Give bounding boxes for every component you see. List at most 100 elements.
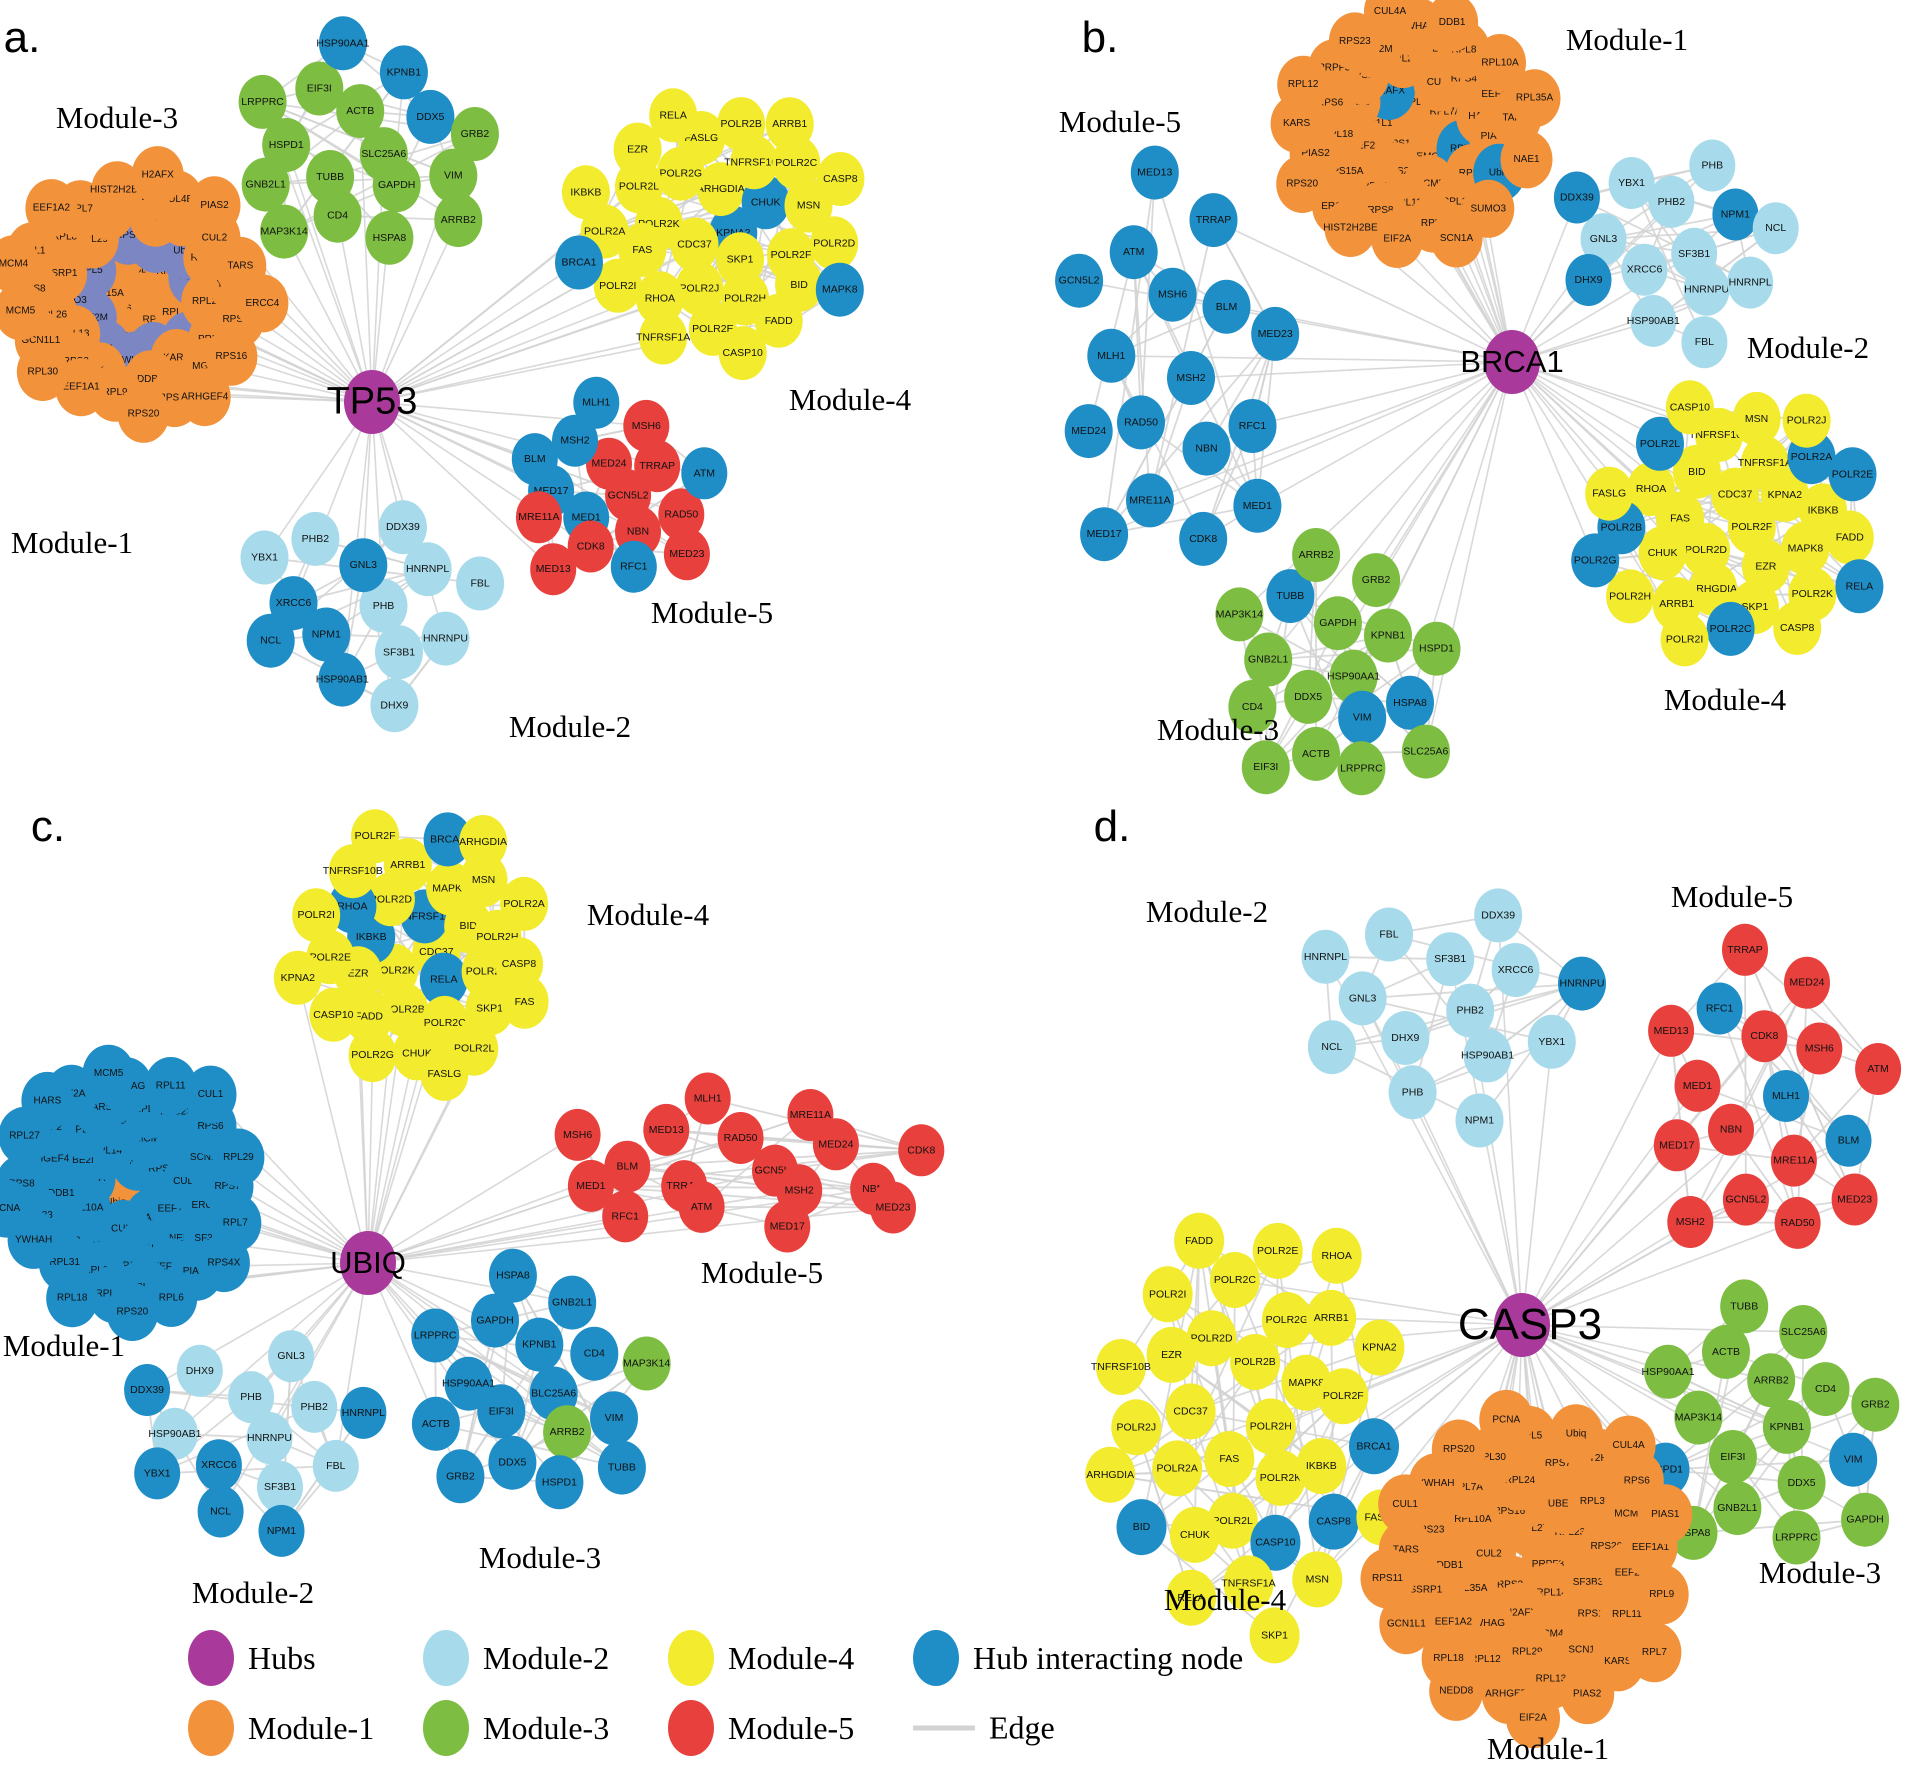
node-RPS20: RPS20 — [117, 384, 170, 443]
svg-text:MCM5: MCM5 — [1614, 1508, 1644, 1519]
svg-text:ARHGEF4: ARHGEF4 — [22, 1154, 70, 1165]
node-RPL18: RPL18 — [46, 1269, 99, 1328]
legend-item-edge: Edge — [913, 1710, 1055, 1747]
svg-text:RPL14: RPL14 — [1402, 97, 1433, 108]
edge-swatch — [913, 1725, 975, 1731]
node-RPL7: RPL7 — [1627, 1622, 1682, 1683]
svg-text:SSRP1: SSRP1 — [1410, 1584, 1443, 1595]
svg-text:UBE2M: UBE2M — [1548, 1499, 1582, 1510]
svg-text:ACTB: ACTB — [346, 105, 374, 117]
svg-text:FASLG: FASLG — [1592, 488, 1626, 500]
node-DDX5: DDX5 — [1777, 1455, 1826, 1510]
svg-text:MSN: MSN — [472, 874, 495, 886]
node-POLR2B: POLR2B — [1230, 1334, 1281, 1390]
node-ERCC4: ERCC4 — [236, 274, 289, 333]
node-MED23: MED23 — [870, 1181, 916, 1234]
svg-text:RPL35A: RPL35A — [1450, 1583, 1488, 1594]
legend-label: Module-4 — [728, 1639, 855, 1676]
node-HSP90AB1: HSP90AB1 — [316, 652, 369, 707]
node-YBX1: YBX1 — [240, 530, 289, 585]
svg-text:SSRP1: SSRP1 — [45, 268, 78, 279]
node-SKP1: SKP1 — [1249, 1607, 1300, 1664]
svg-text:ARRB1: ARRB1 — [390, 859, 425, 871]
svg-text:RPL30: RPL30 — [1475, 1452, 1506, 1463]
node-HARS: HARS — [21, 1071, 74, 1130]
node-GNL3: GNL3 — [1580, 213, 1627, 266]
module-label: Module-2 — [191, 1575, 315, 1610]
node-SLC25A6: SLC25A6 — [1779, 1305, 1828, 1359]
svg-text:KPNB1: KPNB1 — [1371, 630, 1406, 642]
node-MRE11A: MRE11A — [515, 491, 562, 544]
node-HSPA8: HSPA8 — [1386, 675, 1434, 730]
node-LRPPRC: LRPPRC — [1337, 741, 1386, 796]
svg-text:SF3B1: SF3B1 — [1678, 248, 1710, 260]
svg-text:GCN5L2: GCN5L2 — [1725, 1194, 1766, 1206]
svg-text:TARS: TARS — [1393, 1545, 1419, 1556]
module-label: Module-4 — [1663, 682, 1787, 717]
node-YBX1: YBX1 — [1608, 157, 1655, 209]
node-MED24: MED24 — [1064, 404, 1113, 459]
hub-label-brca1: BRCA1 — [1460, 344, 1564, 379]
svg-text:EEF1A2: EEF1A2 — [1435, 1616, 1473, 1627]
svg-text:NEDD8: NEDD8 — [1439, 1685, 1473, 1696]
svg-text:POLR2K: POLR2K — [1792, 588, 1833, 600]
node-CASP10: CASP10 — [1665, 380, 1714, 435]
svg-text:CUL2: CUL2 — [202, 232, 228, 243]
svg-text:NCL: NCL — [1321, 1041, 1342, 1053]
svg-text:EEF2: EEF2 — [1615, 1568, 1640, 1579]
svg-text:MSN: MSN — [1745, 413, 1768, 425]
svg-text:MSH6: MSH6 — [563, 1129, 592, 1141]
node-ACTB: ACTB — [1702, 1324, 1750, 1379]
svg-text:RPL27: RPL27 — [1518, 1523, 1549, 1534]
svg-text:HARS: HARS — [34, 1095, 62, 1106]
node-DHX9: DHX9 — [370, 678, 419, 733]
svg-text:POLR2K: POLR2K — [373, 965, 414, 977]
node-CDC37: CDC37 — [670, 217, 719, 272]
node-TUBB: TUBB — [597, 1440, 646, 1495]
node-HSP90AA1: HSP90AA1 — [1642, 1344, 1695, 1399]
node-TRRAP: TRRAP — [1722, 923, 1768, 976]
node-CDC37: CDC37 — [1165, 1383, 1216, 1440]
svg-text:SF3B1: SF3B1 — [383, 646, 415, 658]
svg-text:TRRAP: TRRAP — [1196, 214, 1232, 226]
svg-text:POLR2B: POLR2B — [383, 1004, 424, 1016]
svg-text:MSH6: MSH6 — [1158, 289, 1187, 301]
svg-text:GCN5L2: GCN5L2 — [608, 489, 649, 501]
node-ACTB: ACTB — [411, 1396, 460, 1451]
node-CUL1: CUL1 — [184, 1065, 237, 1124]
svg-text:RPS26: RPS26 — [1590, 1541, 1622, 1552]
node-NCL: NCL — [1307, 1020, 1356, 1075]
svg-text:YWHAH: YWHAH — [15, 1234, 52, 1245]
node-GNB2L1: GNB2L1 — [1244, 632, 1293, 687]
node-HSPD1: HSPD1 — [262, 118, 311, 172]
node-POLR2C: POLR2C — [1706, 601, 1755, 656]
svg-text:BRCA1: BRCA1 — [561, 257, 596, 269]
node-ARRB2: ARRB2 — [1292, 528, 1341, 582]
svg-text:PRPF3: PRPF3 — [1318, 63, 1351, 74]
panel-letter-c: c. — [30, 802, 66, 851]
node-DDX39: DDX39 — [1553, 171, 1600, 224]
node-DHX9: DHX9 — [176, 1344, 223, 1397]
svg-text:MED17: MED17 — [770, 1221, 805, 1233]
svg-text:CDK8: CDK8 — [1189, 533, 1217, 545]
svg-text:SCN1A: SCN1A — [1568, 1645, 1602, 1656]
svg-text:HNRNPU: HNRNPU — [423, 633, 468, 645]
node-HNRNPL: HNRNPL — [1727, 256, 1774, 309]
node-KPNA2: KPNA2 — [1354, 1319, 1405, 1376]
node-PHB2: PHB2 — [291, 1380, 338, 1433]
node-MAP3K14: MAP3K14 — [260, 204, 309, 259]
svg-text:NBN: NBN — [1720, 1124, 1742, 1136]
svg-text:POLR2L: POLR2L — [1213, 1515, 1253, 1527]
node-MED1: MED1 — [1233, 478, 1282, 533]
node-XRCC6: XRCC6 — [1621, 243, 1668, 296]
svg-text:TNFRSF1A: TNFRSF1A — [636, 332, 690, 344]
svg-text:RPL13: RPL13 — [1536, 1674, 1567, 1685]
svg-text:RPL23: RPL23 — [1388, 54, 1419, 65]
svg-text:POLR2G: POLR2G — [351, 1049, 394, 1061]
node-SCN1A: SCN1A — [1430, 209, 1483, 268]
node-POLR2J: POLR2J — [1111, 1399, 1162, 1456]
node-TRRAP: TRRAP — [634, 440, 681, 493]
svg-text:FBL: FBL — [1379, 929, 1398, 941]
svg-text:MSH2: MSH2 — [785, 1184, 814, 1196]
node-POLR2H: POLR2H — [1245, 1398, 1296, 1455]
